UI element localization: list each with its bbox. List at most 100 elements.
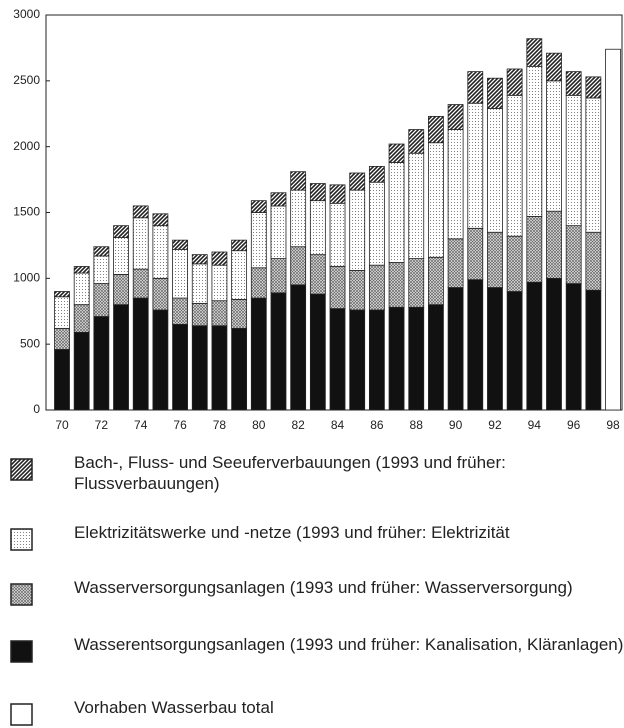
bar-segment (231, 298, 248, 329)
legend-label: Bach-, Fluss- und Seeuferverbauungen (19… (74, 453, 506, 493)
bar-segment (388, 162, 405, 263)
swatch (10, 528, 33, 551)
bar-segment (211, 300, 228, 327)
x-tick-label: 88 (410, 418, 424, 432)
bar-segment (526, 281, 543, 411)
x-tick-label: 76 (173, 418, 187, 432)
bar-segment (270, 258, 287, 294)
bar-segment (487, 287, 503, 411)
x-tick-label: 86 (370, 418, 384, 432)
bar-segment (73, 331, 90, 411)
bar-segment (368, 181, 385, 266)
bar-segment (467, 71, 484, 104)
bar-segment (487, 108, 503, 233)
bar-segment (487, 77, 503, 109)
bar-segment (526, 216, 543, 283)
bar-segment (172, 324, 188, 411)
bar-segment (368, 166, 385, 183)
bar-segment (388, 306, 405, 411)
bar-segment (231, 250, 248, 300)
bar-segment (54, 327, 70, 350)
y-tick-label: 2500 (13, 73, 40, 87)
bar-segment (506, 94, 523, 237)
chart: 0 500 1000 1500 2000 2500 3000 70 72 74 76 78 80 82 84… (13, 7, 623, 432)
bar-segment (54, 296, 70, 329)
bar-segment (388, 262, 405, 308)
bar-segment (467, 227, 484, 281)
swatch (10, 703, 33, 726)
bar-segment (605, 48, 621, 411)
swatch (10, 458, 33, 481)
bar-segment (329, 308, 346, 411)
swatch (10, 583, 33, 606)
bar-segment (447, 129, 464, 240)
bar-segment (270, 192, 287, 207)
legend-item: Vorhaben Wasserbau total (10, 697, 624, 727)
bar-segment (428, 115, 444, 144)
legend-swatch (10, 528, 33, 551)
bar-segment (113, 237, 129, 275)
bar-segment (93, 283, 110, 317)
y-tick-label: 1000 (13, 271, 40, 285)
bar-segment (132, 217, 149, 270)
bar-segment (113, 273, 129, 306)
bar-segment (546, 210, 562, 279)
bar-segment (428, 142, 444, 258)
bar-segment (250, 297, 267, 411)
bar-segment (270, 292, 287, 411)
bar-segment (388, 143, 405, 163)
bar-segment (585, 289, 602, 411)
bar-segment (368, 309, 385, 411)
bar-segment (290, 246, 307, 286)
bar-segment (506, 68, 523, 96)
bar-segment (191, 302, 208, 327)
bar-segment (526, 65, 543, 217)
bar-segment (172, 248, 188, 299)
bar-segment (329, 202, 346, 267)
bar-segment (349, 189, 366, 271)
bar-segment (113, 304, 129, 411)
bar-segment (191, 254, 208, 265)
legend-label: Wasserversorgungsanlagen (1993 und frühe… (74, 578, 573, 597)
legend-item: Wasserversorgungsanlagen (1993 und frühe… (10, 577, 624, 607)
bar-segment (152, 213, 169, 227)
bar-segment (428, 256, 444, 306)
x-tick-label: 94 (528, 418, 542, 432)
bar-segment (368, 264, 385, 311)
swatch (10, 640, 33, 663)
y-tick-label: 0 (33, 402, 40, 416)
bar-segment (54, 291, 70, 298)
x-tick-label: 82 (291, 418, 305, 432)
bar-segment (250, 267, 267, 299)
bar-segment (546, 52, 562, 82)
bar-segment (585, 97, 602, 233)
bar-segment (211, 264, 228, 302)
legend-item: Elektrizitätswerke und -netze (1993 und … (10, 522, 624, 552)
bar-segment (565, 283, 582, 411)
bar-segment (506, 235, 523, 292)
x-tick-label: 70 (55, 418, 69, 432)
bar-segment (585, 76, 602, 99)
bar-segment (211, 251, 228, 266)
bar-segment (250, 200, 267, 213)
bar-segment (506, 291, 523, 411)
legend-item: Bach-, Fluss- und Seeuferverbauungen (19… (10, 452, 624, 494)
bar-segment (428, 304, 444, 411)
bar-segment (172, 239, 188, 250)
bar-segment (467, 279, 484, 411)
bar-segment (93, 316, 110, 411)
bar-segment (270, 205, 287, 259)
legend-swatch (10, 458, 33, 481)
bar-segment (309, 183, 326, 202)
x-tick-label: 84 (331, 418, 345, 432)
bar-segment (447, 287, 464, 411)
bar-segment (349, 270, 366, 311)
bar-segment (565, 225, 582, 285)
legend-label: Vorhaben Wasserbau total (74, 698, 274, 717)
legend-swatch (10, 583, 33, 606)
bar-segment (565, 94, 582, 227)
y-tick-label: 500 (20, 336, 40, 350)
bar-segment (132, 205, 149, 219)
bar-segment (172, 297, 188, 325)
